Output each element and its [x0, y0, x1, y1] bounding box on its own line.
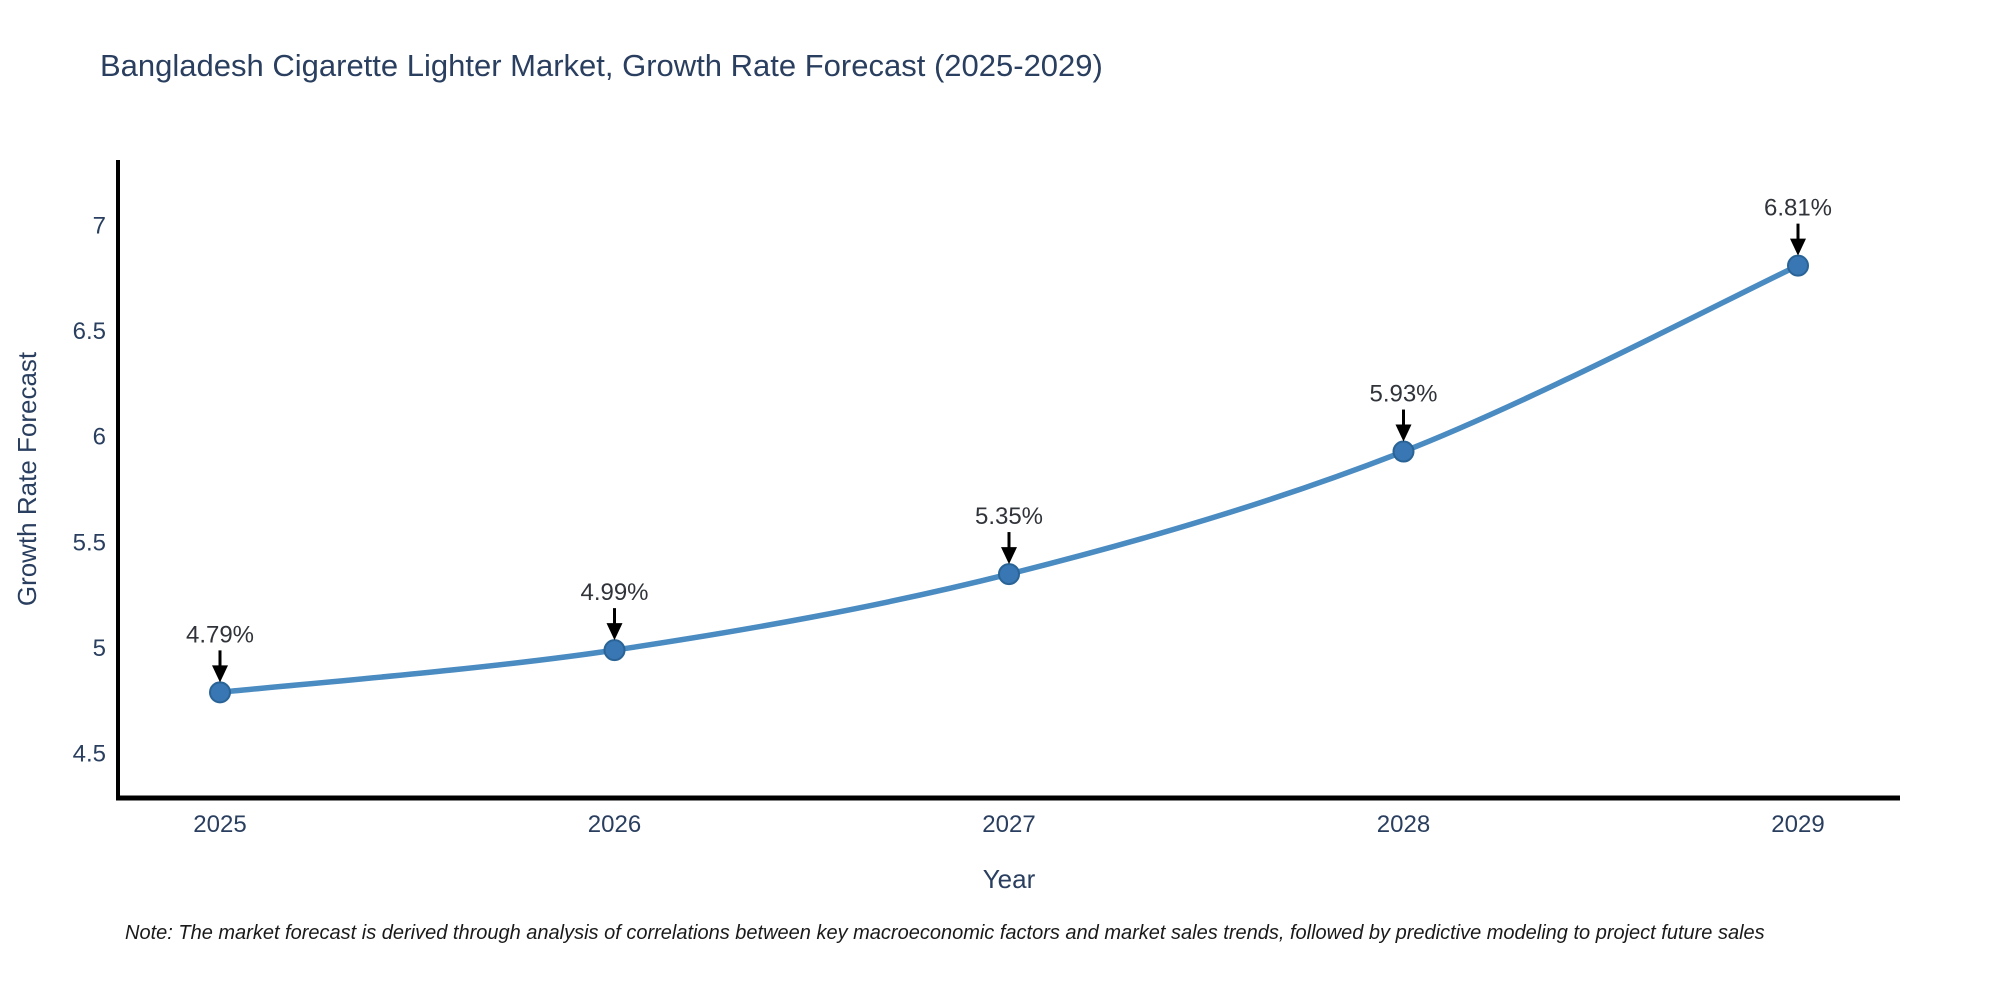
data-point-label: 5.93% [1369, 381, 1437, 408]
x-tick-label: 2028 [1377, 811, 1430, 838]
x-tick-label: 2026 [588, 811, 641, 838]
data-point-label: 4.99% [580, 579, 648, 606]
y-axis-title: Growth Rate Forecast [12, 351, 42, 606]
annotation-arrowhead [1001, 547, 1017, 565]
data-point-marker [209, 681, 231, 704]
y-tick-label: 6 [93, 424, 106, 451]
x-tick-label: 2029 [1771, 811, 1824, 838]
annotation-arrowhead [1790, 238, 1806, 256]
y-tick-label: 5 [93, 635, 106, 662]
data-point-marker [1787, 254, 1809, 277]
chart-title: Bangladesh Cigarette Lighter Market, Gro… [100, 48, 1103, 83]
data-point-marker [998, 563, 1020, 586]
annotation-arrowhead [606, 623, 623, 641]
y-tick-label: 6.5 [73, 318, 106, 345]
trend-line [217, 262, 1801, 696]
annotation-arrowhead [212, 665, 228, 683]
annotation-arrowhead [1395, 424, 1412, 442]
chart-footnote: Note: The market forecast is derived thr… [125, 922, 1765, 944]
x-tick-label: 2025 [193, 811, 246, 838]
data-point-marker [603, 639, 626, 662]
y-tick-label: 5.5 [73, 529, 106, 556]
y-tick-label: 7 [93, 212, 106, 239]
data-point-label: 4.79% [186, 621, 254, 648]
x-tick-label: 2027 [982, 811, 1035, 838]
data-point-marker [1392, 440, 1415, 463]
data-point-label: 6.81% [1764, 195, 1832, 222]
y-tick-label: 4.5 [73, 741, 106, 768]
data-point-label: 5.35% [975, 503, 1043, 530]
x-axis-title: Year [983, 864, 1036, 894]
